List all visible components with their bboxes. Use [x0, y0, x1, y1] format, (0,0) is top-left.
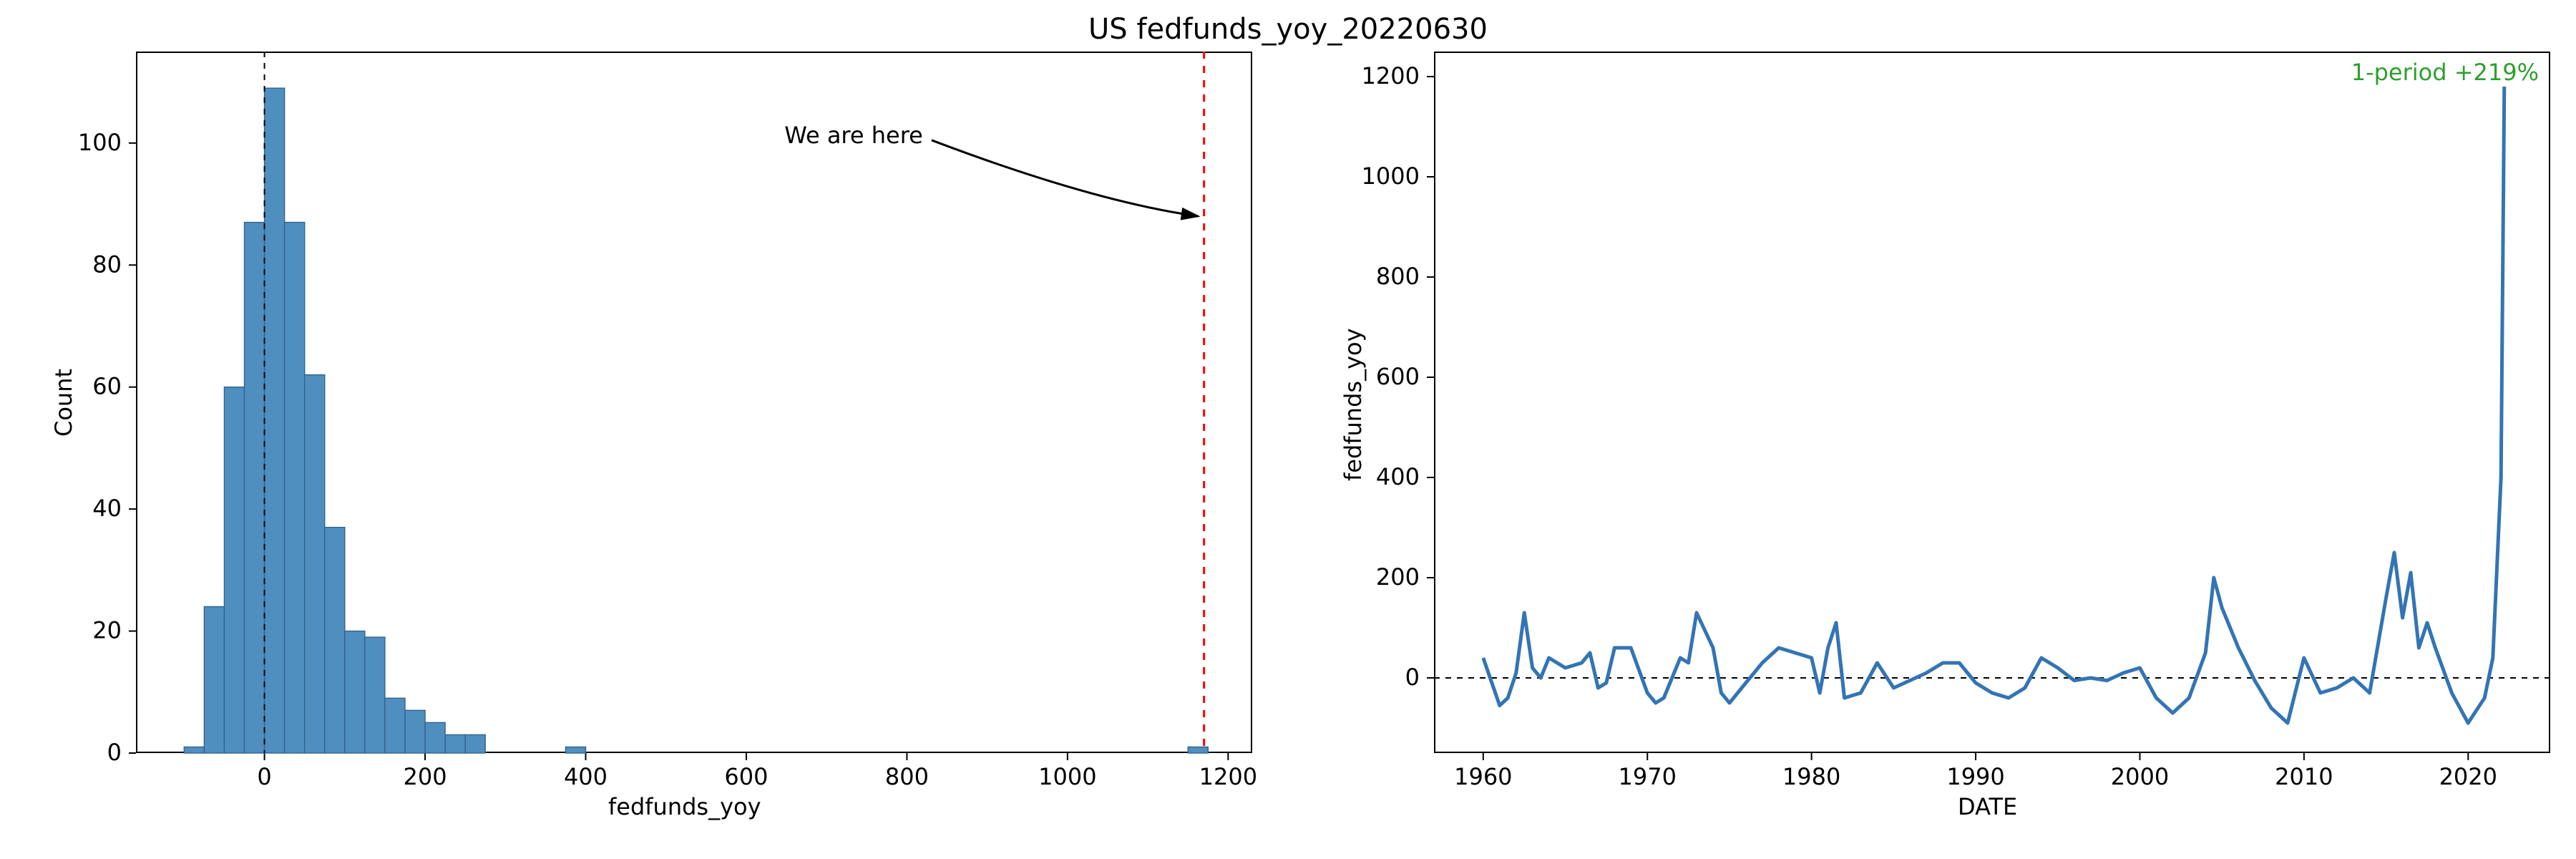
- histogram-bar: [385, 698, 405, 753]
- histogram-ytick-label: 0: [107, 739, 122, 766]
- histogram-bar: [445, 734, 465, 753]
- histogram-bar: [265, 88, 285, 753]
- timeseries-svg: 1960197019801990200020102020020040060080…: [1434, 52, 2550, 753]
- timeseries-ytick-label: 200: [1376, 563, 1420, 591]
- histogram-bar: [345, 631, 365, 753]
- timeseries-xtick-label: 1970: [1619, 763, 1677, 790]
- timeseries-line: [1483, 87, 2504, 723]
- histogram-ytick-label: 80: [92, 251, 122, 278]
- histogram-bar: [285, 223, 305, 753]
- histogram-bar: [425, 722, 445, 753]
- histogram-bar: [325, 528, 345, 753]
- timeseries-xlabel: DATE: [1958, 793, 2017, 820]
- timeseries-ytick-label: 600: [1376, 363, 1420, 390]
- histogram-xtick-label: 1000: [1038, 763, 1096, 790]
- histogram-xtick-label: 1200: [1199, 763, 1257, 790]
- figure-suptitle: US fedfunds_yoy_20220630: [0, 11, 2576, 46]
- histogram-bar: [465, 734, 485, 753]
- timeseries-ytick-label: 400: [1376, 463, 1420, 490]
- we-are-here-label: We are here: [784, 122, 923, 149]
- timeseries-ytick-label: 1000: [1362, 162, 1420, 190]
- histogram-bar: [184, 747, 204, 753]
- timeseries-xtick-label: 1960: [1454, 763, 1512, 790]
- histogram-xtick-label: 400: [564, 763, 608, 790]
- timeseries-xtick-label: 2010: [2275, 763, 2333, 790]
- histogram-bar: [224, 387, 244, 753]
- histogram-ytick-label: 100: [78, 129, 122, 156]
- timeseries-ylabel: fedfunds_yoy: [1340, 328, 1367, 481]
- timeseries-ytick-label: 1200: [1362, 62, 1420, 89]
- timeseries-ytick-label: 0: [1405, 664, 1420, 691]
- histogram-ylabel: Count: [50, 369, 77, 437]
- histogram-xtick-label: 200: [403, 763, 447, 790]
- histogram-bar: [405, 710, 425, 753]
- histogram-xtick-label: 0: [257, 763, 271, 790]
- histogram-bar: [1188, 747, 1208, 753]
- histogram-ytick-label: 60: [92, 373, 122, 400]
- histogram-xtick-label: 800: [885, 763, 929, 790]
- histogram-bar: [365, 637, 385, 753]
- timeseries-ytick-label: 800: [1376, 263, 1420, 290]
- timeseries-xtick-label: 1990: [1946, 763, 2004, 790]
- histogram-bar: [204, 606, 224, 753]
- histogram-ytick-label: 20: [92, 617, 122, 644]
- we-are-here-arrow: [932, 140, 1199, 216]
- histogram-xlabel: fedfunds_yoy: [608, 793, 761, 820]
- histogram-bar: [565, 747, 585, 753]
- timeseries-xtick-label: 1980: [1782, 763, 1840, 790]
- histogram-xtick-label: 600: [724, 763, 768, 790]
- histogram-bar: [245, 223, 265, 753]
- period-change-label: 1-period +219%: [2351, 59, 2539, 86]
- timeseries-xtick-label: 2000: [2111, 763, 2169, 790]
- histogram-bar: [305, 375, 325, 753]
- histogram-svg: 020040060080010001200020406080100We are …: [136, 52, 1252, 753]
- histogram-ytick-label: 40: [92, 495, 122, 522]
- timeseries-xtick-label: 2020: [2439, 763, 2497, 790]
